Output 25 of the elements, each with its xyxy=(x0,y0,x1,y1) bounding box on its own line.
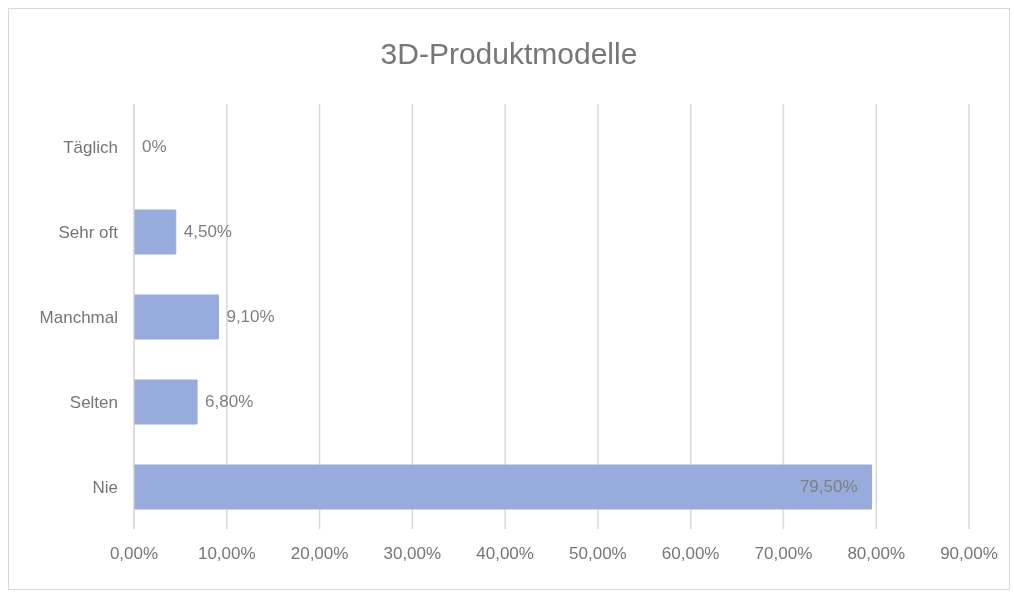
x-tick-label: 80,00% xyxy=(847,544,906,564)
data-label: 4,50% xyxy=(183,222,232,242)
data-label: 79,50% xyxy=(799,477,858,497)
bar xyxy=(134,379,198,425)
x-tick-label: 70,00% xyxy=(754,544,813,564)
bar xyxy=(134,209,177,255)
y-tick-label: Sehr oft xyxy=(58,222,119,242)
bar xyxy=(134,294,219,340)
data-label: 0% xyxy=(142,137,167,157)
data-label: 9,10% xyxy=(226,307,275,327)
chart-title: 3D-Produktmodelle xyxy=(379,37,639,71)
y-tick-label: Manchmal xyxy=(39,307,118,327)
bar xyxy=(134,464,873,510)
y-tick-label: Täglich xyxy=(63,137,118,157)
x-tick-label: 20,00% xyxy=(290,544,349,564)
x-tick-label: 40,00% xyxy=(476,544,534,564)
x-tick-label: 60,00% xyxy=(661,544,720,564)
x-tick-label: 10,00% xyxy=(197,544,256,564)
y-tick-label: Nie xyxy=(92,477,118,497)
x-tick-label: 30,00% xyxy=(383,544,442,564)
x-tick-label: 0,00% xyxy=(109,544,159,564)
data-label: 6,80% xyxy=(205,392,254,412)
y-tick-label: Selten xyxy=(69,392,118,412)
x-tick-label: 50,00% xyxy=(569,544,627,564)
x-tick-label: 90,00% xyxy=(940,544,998,564)
